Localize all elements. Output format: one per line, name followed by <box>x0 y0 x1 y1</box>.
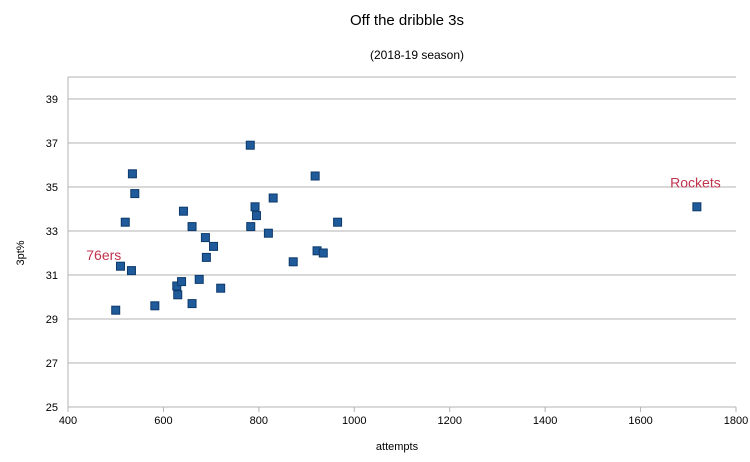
data-point <box>209 241 219 251</box>
data-point <box>115 261 125 271</box>
data-point <box>245 140 255 150</box>
data-point <box>216 283 226 293</box>
data-point <box>251 211 261 221</box>
chart-title: Off the dribble 3s <box>350 12 464 29</box>
annotations: 76ers Rockets <box>86 175 720 264</box>
data-point <box>178 206 188 216</box>
annotation-label: 76ers <box>86 247 121 263</box>
data-point <box>187 299 197 309</box>
y-tick-label: 33 <box>46 226 58 238</box>
y-tick-label: 35 <box>46 182 58 194</box>
x-tick-label: 1600 <box>628 415 652 427</box>
y-tick-label: 25 <box>46 402 58 414</box>
x-tick-label: 1800 <box>724 415 748 427</box>
data-point <box>318 248 328 258</box>
data-point <box>120 217 130 227</box>
plot-frame <box>67 76 737 412</box>
data-point <box>288 257 298 267</box>
y-tick-label: 27 <box>46 358 58 370</box>
data-point <box>201 252 211 262</box>
x-tick-label: 1400 <box>533 415 557 427</box>
data-point <box>111 305 121 315</box>
x-tick-label: 800 <box>250 415 268 427</box>
gridlines <box>68 98 736 408</box>
data-point <box>126 266 136 276</box>
data-point <box>268 193 278 203</box>
x-tick-label: 400 <box>59 415 77 427</box>
data-point <box>130 189 140 199</box>
data-point <box>194 274 204 284</box>
x-tick-labels: 400 600 800 1000 1200 1400 1600 1800 <box>59 415 748 427</box>
data-point <box>173 290 183 300</box>
y-tick-label: 39 <box>46 94 58 106</box>
data-point <box>246 222 256 232</box>
x-axis-label: attempts <box>376 441 419 453</box>
data-point <box>187 222 197 232</box>
data-point <box>692 202 702 212</box>
data-point <box>127 169 137 179</box>
y-tick-label: 31 <box>46 270 58 282</box>
chart-subtitle: (2018-19 season) <box>370 48 464 62</box>
data-point <box>333 217 343 227</box>
x-tick-label: 1000 <box>342 415 366 427</box>
y-tick-label: 29 <box>46 314 58 326</box>
y-axis-label: 3pt% <box>15 240 27 265</box>
data-point <box>263 228 273 238</box>
y-tick-label: 37 <box>46 138 58 150</box>
data-point <box>200 233 210 243</box>
y-tick-labels: 25 27 29 31 33 35 37 39 <box>46 94 58 414</box>
data-point <box>150 301 160 311</box>
data-points <box>111 140 702 315</box>
annotation-label: Rockets <box>670 175 721 191</box>
x-tick-label: 1200 <box>437 415 461 427</box>
data-point <box>310 171 320 181</box>
data-point <box>177 277 187 287</box>
data-point <box>250 202 260 212</box>
x-tick-label: 600 <box>154 415 172 427</box>
